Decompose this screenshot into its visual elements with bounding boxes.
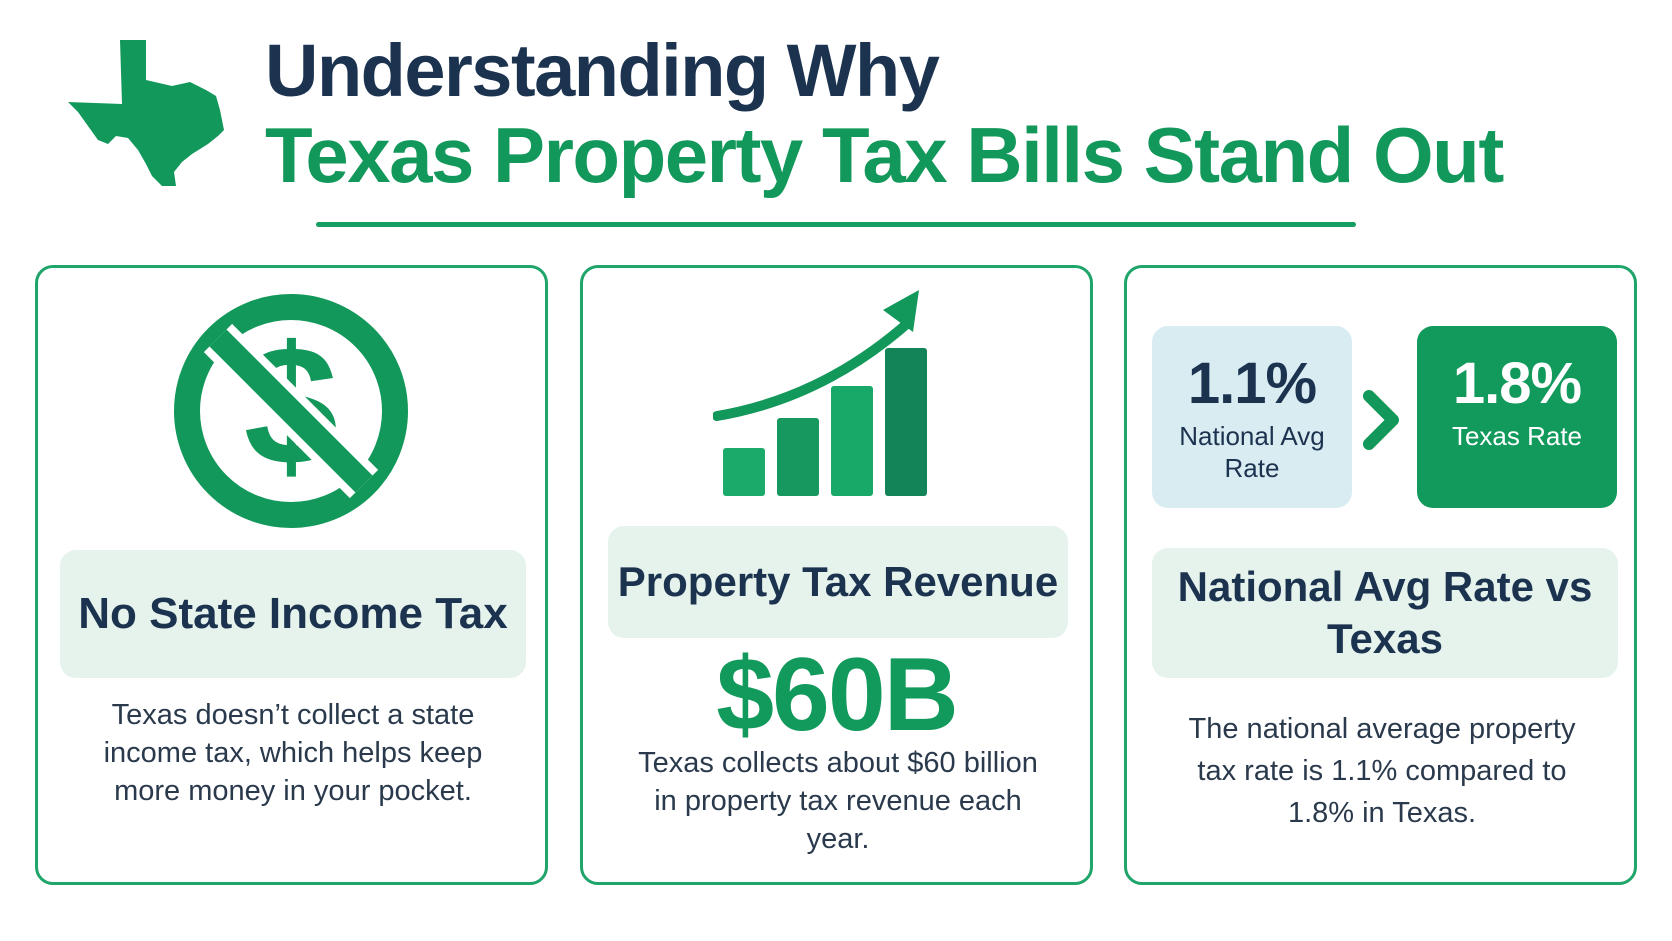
no-dollar-icon: $ (174, 294, 408, 528)
card-description: The national average property tax rate i… (1188, 713, 1576, 829)
card-heading: National Avg Rate vs Texas (1152, 548, 1618, 678)
growth-chart-icon (713, 290, 927, 496)
card-heading: No State Income Tax (60, 550, 526, 678)
title-line-1: Understanding Why (265, 29, 940, 112)
revenue-value: $60B (716, 637, 959, 753)
header-divider (316, 222, 1356, 227)
card-description: Texas doesn’t collect a state income tax… (103, 699, 483, 807)
national-rate-label: National Avg Rate (1179, 421, 1325, 483)
card-heading: Property Tax Revenue (608, 526, 1068, 638)
chevron-right-icon (1363, 390, 1399, 450)
national-rate-box: 1.1% National Avg Rate (1152, 326, 1352, 508)
national-rate-value: 1.1% (1187, 351, 1317, 416)
texas-rate-value: 1.8% (1452, 351, 1582, 416)
card-description: Texas collects about $60 billion in prop… (638, 747, 1038, 855)
title-line-2: Texas Property Tax Bills Stand Out (265, 111, 1504, 199)
header: Understanding Why Texas Property Tax Bil… (0, 0, 1672, 240)
texas-rate-box: 1.8% Texas Rate (1417, 326, 1617, 508)
texas-rate-label: Texas Rate (1451, 421, 1583, 451)
texas-map-icon (68, 40, 224, 186)
card-rate-comparison: 1.1% National Avg Rate 1.8% Texas Rate N… (1124, 265, 1637, 885)
card-property-tax-revenue: Property Tax Revenue $60B Texas collects… (580, 265, 1093, 885)
card-no-state-income-tax: $ No State Income Tax Texas doesn’t coll… (35, 265, 548, 885)
